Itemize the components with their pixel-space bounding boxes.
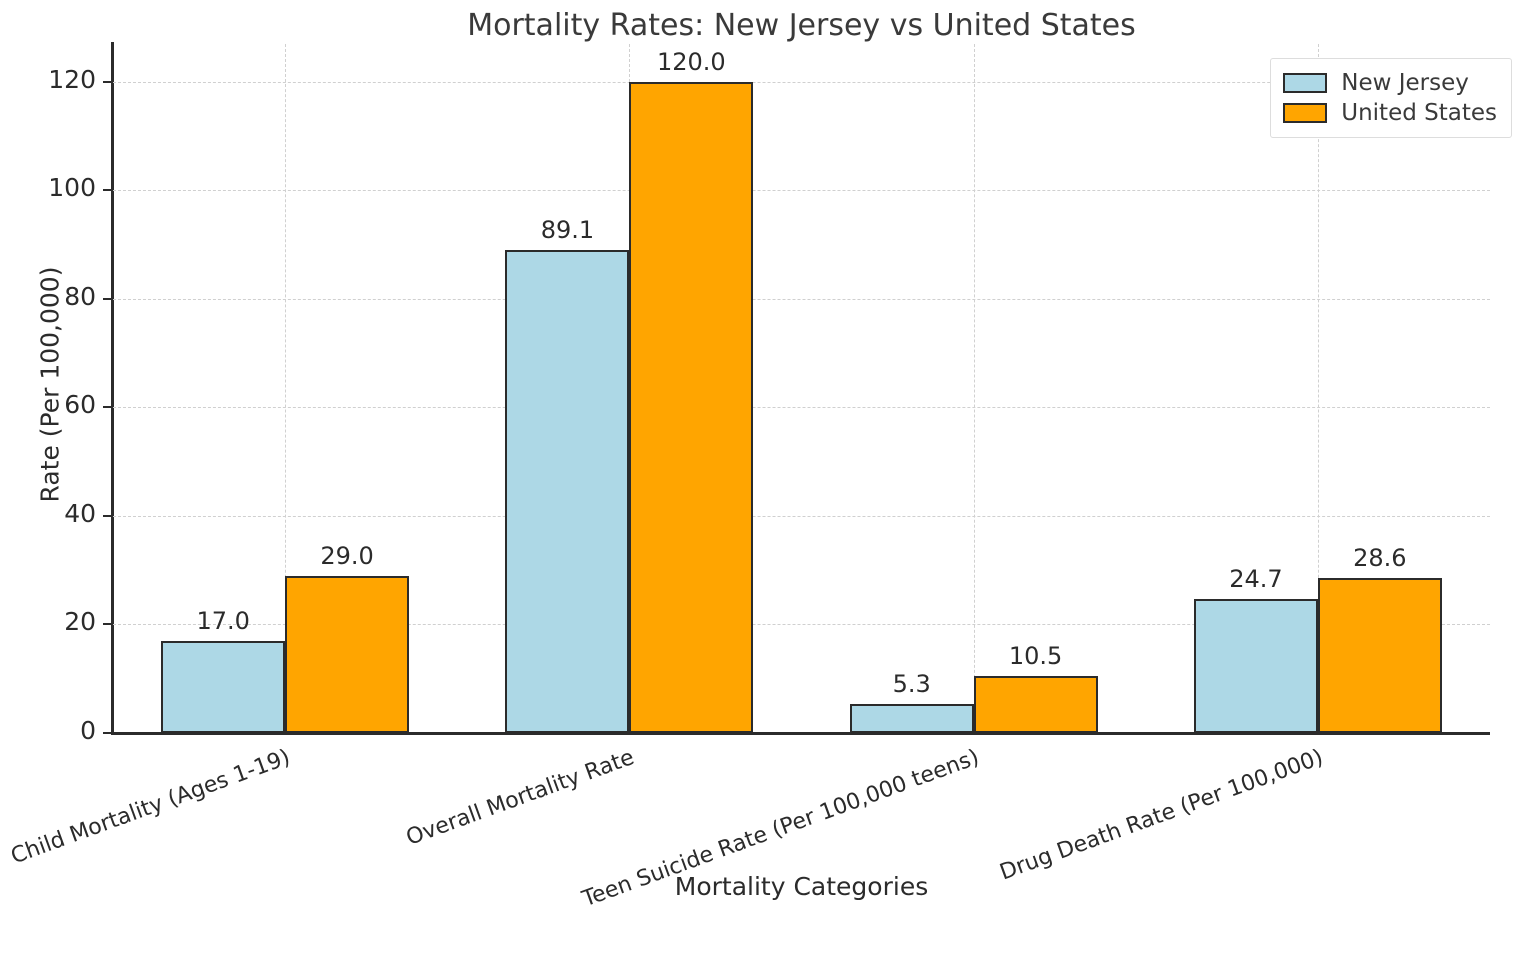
y-tick-mark <box>103 732 113 734</box>
y-axis-title: Rate (Per 100,000) <box>35 266 65 503</box>
x-tick-label: Teen Suicide Rate (Per 100,000 teens) <box>578 745 983 913</box>
bar-value-label: 24.7 <box>1229 564 1283 593</box>
bar-new-jersey[interactable] <box>505 249 630 733</box>
bar-united-states[interactable] <box>285 575 410 733</box>
legend-swatch-icon <box>1283 73 1328 93</box>
y-tick-label: 40 <box>64 498 96 528</box>
x-axis-title: Mortality Categories <box>674 872 929 901</box>
gridline-horizontal <box>113 407 1490 409</box>
legend-swatch-icon <box>1283 103 1328 123</box>
gridline-vertical <box>1317 44 1319 733</box>
y-tick-mark <box>103 80 113 83</box>
y-tick-label: 80 <box>64 281 96 311</box>
bar-united-states[interactable] <box>629 81 754 733</box>
chart-legend: New Jersey United States <box>1270 58 1512 138</box>
x-tick-label: Overall Mortality Rate <box>403 745 638 851</box>
y-axis-spine <box>111 42 114 735</box>
y-tick-mark <box>103 297 113 300</box>
chart-title: Mortality Rates: New Jersey vs United St… <box>467 8 1136 43</box>
y-tick-label: 20 <box>64 607 96 637</box>
gridline-horizontal <box>113 81 1490 83</box>
bar-value-label: 5.3 <box>892 670 931 699</box>
gridline-horizontal <box>113 515 1490 517</box>
bar-united-states[interactable] <box>973 676 1098 733</box>
gridline-vertical <box>973 44 975 733</box>
plot-area: 17.0 29.0 89.1 120.0 5.3 10.5 24.7 28.6 <box>113 44 1490 733</box>
x-axis-spine <box>111 732 1490 735</box>
gridline-vertical <box>285 44 287 733</box>
bar-value-label: 29.0 <box>320 541 374 570</box>
bar-value-label: 17.0 <box>196 606 250 635</box>
bar-new-jersey[interactable] <box>849 704 974 733</box>
legend-label: United States <box>1341 100 1497 126</box>
y-tick-mark <box>103 189 113 192</box>
bar-value-label: 10.5 <box>1008 642 1063 671</box>
gridline-horizontal <box>113 298 1490 300</box>
gridline-horizontal <box>113 190 1490 192</box>
bar-new-jersey[interactable] <box>161 640 286 733</box>
bar-value-label: 89.1 <box>540 215 595 244</box>
y-tick-label: 100 <box>48 173 96 203</box>
bar-new-jersey[interactable] <box>1193 599 1318 733</box>
y-tick-mark <box>103 406 113 409</box>
legend-item[interactable]: New Jersey <box>1283 68 1497 98</box>
gridline-horizontal <box>113 624 1490 626</box>
legend-label: New Jersey <box>1341 70 1469 96</box>
y-tick-label: 0 <box>80 716 96 745</box>
y-tick-label: 120 <box>48 64 96 94</box>
y-tick-label: 60 <box>64 390 96 420</box>
bar-value-label: 120.0 <box>656 47 726 76</box>
bar-united-states[interactable] <box>1317 577 1442 733</box>
chart-figure: Mortality Rates: New Jersey vs United St… <box>7 8 1512 913</box>
bar-value-label: 28.6 <box>1353 543 1407 572</box>
y-tick-mark <box>103 623 113 626</box>
legend-item[interactable]: United States <box>1283 98 1497 128</box>
x-tick-label: Drug Death Rate (Per 100,000) <box>996 745 1327 886</box>
y-tick-mark <box>103 514 113 517</box>
